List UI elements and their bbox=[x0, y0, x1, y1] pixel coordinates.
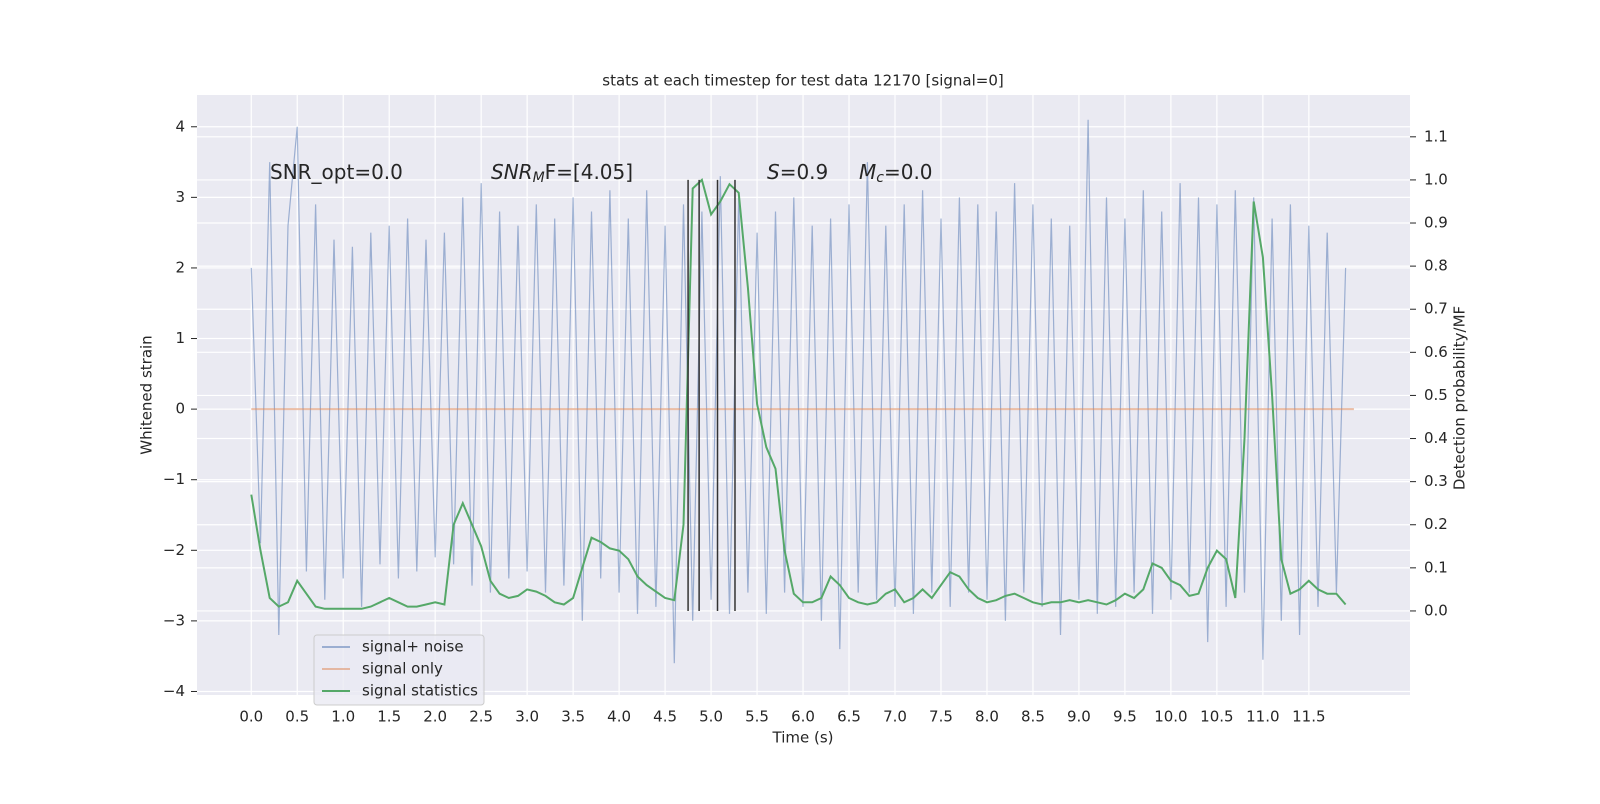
y2-axis-label: Detection probability/MF bbox=[1451, 306, 1469, 490]
x-tick-label: 1.0 bbox=[331, 708, 355, 726]
annotation-rest: =0.0 bbox=[884, 160, 933, 184]
x-tick-label: 5.5 bbox=[745, 708, 769, 726]
series-line bbox=[250, 119, 1347, 664]
x-tick-label: 8.0 bbox=[975, 708, 999, 726]
x-tick-label: 3.0 bbox=[515, 708, 539, 726]
legend-label: signal statistics bbox=[362, 682, 478, 700]
x-tick-label: 0.5 bbox=[285, 708, 309, 726]
x-tick-label: 2.5 bbox=[469, 708, 493, 726]
annotation-rest: F=[4.05] bbox=[545, 160, 633, 184]
x-tick-label: 8.5 bbox=[1021, 708, 1045, 726]
y-tick-label: 3 bbox=[175, 188, 185, 206]
x-tick-label: 0.0 bbox=[239, 708, 263, 726]
chart-title: stats at each timestep for test data 121… bbox=[602, 72, 1003, 90]
annotation: Mc=0.0 bbox=[859, 160, 933, 187]
y-tick-label: −4 bbox=[163, 682, 185, 700]
x-tick-label: 10.0 bbox=[1154, 708, 1187, 726]
y2-tick-label: 0.4 bbox=[1424, 429, 1448, 447]
y2-tick-label: 0.5 bbox=[1424, 386, 1448, 404]
x-tick-label: 9.5 bbox=[1113, 708, 1137, 726]
y-tick-label: 0 bbox=[175, 400, 185, 418]
x-tick-label: 11.0 bbox=[1246, 708, 1279, 726]
x-tick-label: 11.5 bbox=[1292, 708, 1325, 726]
annotation: SNR_opt=0.0 bbox=[270, 160, 403, 184]
legend-box bbox=[313, 634, 485, 706]
x-tick-label: 6.5 bbox=[837, 708, 861, 726]
x-tick-label: 4.5 bbox=[653, 708, 677, 726]
x-tick-label: 7.0 bbox=[883, 708, 907, 726]
legend-label: signal+ noise bbox=[362, 638, 464, 656]
legend-label: signal only bbox=[362, 660, 443, 678]
annotation-sub: M bbox=[533, 170, 545, 186]
y2-tick-label: 1.1 bbox=[1424, 127, 1448, 145]
y-tick-label: 2 bbox=[175, 258, 185, 276]
x-tick-label: 3.5 bbox=[561, 708, 585, 726]
y-tick-label: −2 bbox=[163, 541, 185, 559]
y-tick-label: −3 bbox=[163, 611, 185, 629]
y-axis-label: Whitened strain bbox=[138, 335, 156, 454]
annotation-text: M bbox=[859, 160, 876, 184]
annotation-sub: c bbox=[876, 170, 884, 186]
y2-tick-label: 0.9 bbox=[1424, 214, 1448, 232]
x-tick-label: 10.5 bbox=[1200, 708, 1233, 726]
annotation-text: SNR bbox=[491, 160, 533, 184]
x-axis-label: Time (s) bbox=[772, 729, 834, 747]
y-tick-label: −1 bbox=[163, 470, 185, 488]
y-tick-label: 1 bbox=[175, 329, 185, 347]
x-tick-label: 1.5 bbox=[377, 708, 401, 726]
y2-tick-label: 0.1 bbox=[1424, 558, 1448, 576]
x-tick-label: 7.5 bbox=[929, 708, 953, 726]
y2-tick-label: 0.0 bbox=[1424, 601, 1448, 619]
annotation: SNRMF=[4.05] bbox=[491, 160, 633, 187]
series-line bbox=[250, 178, 1347, 610]
x-tick-label: 4.0 bbox=[607, 708, 631, 726]
x-tick-label: 6.0 bbox=[791, 708, 815, 726]
x-tick-label: 2.0 bbox=[423, 708, 447, 726]
y2-tick-label: 0.3 bbox=[1424, 472, 1448, 490]
y2-tick-label: 0.2 bbox=[1424, 515, 1448, 533]
y2-tick-label: 0.7 bbox=[1424, 300, 1448, 318]
y2-tick-label: 0.8 bbox=[1424, 257, 1448, 275]
annotation-rest: =0.9 bbox=[780, 160, 829, 184]
y2-tick-label: 0.6 bbox=[1424, 343, 1448, 361]
annotation-text: S bbox=[767, 160, 780, 184]
annotation: S=0.9 bbox=[767, 160, 828, 184]
y2-tick-label: 1.0 bbox=[1424, 170, 1448, 188]
x-tick-label: 5.0 bbox=[699, 708, 723, 726]
annotation-text: SNR_opt=0.0 bbox=[270, 160, 403, 184]
x-tick-label: 9.0 bbox=[1067, 708, 1091, 726]
y-tick-label: 4 bbox=[175, 117, 185, 135]
